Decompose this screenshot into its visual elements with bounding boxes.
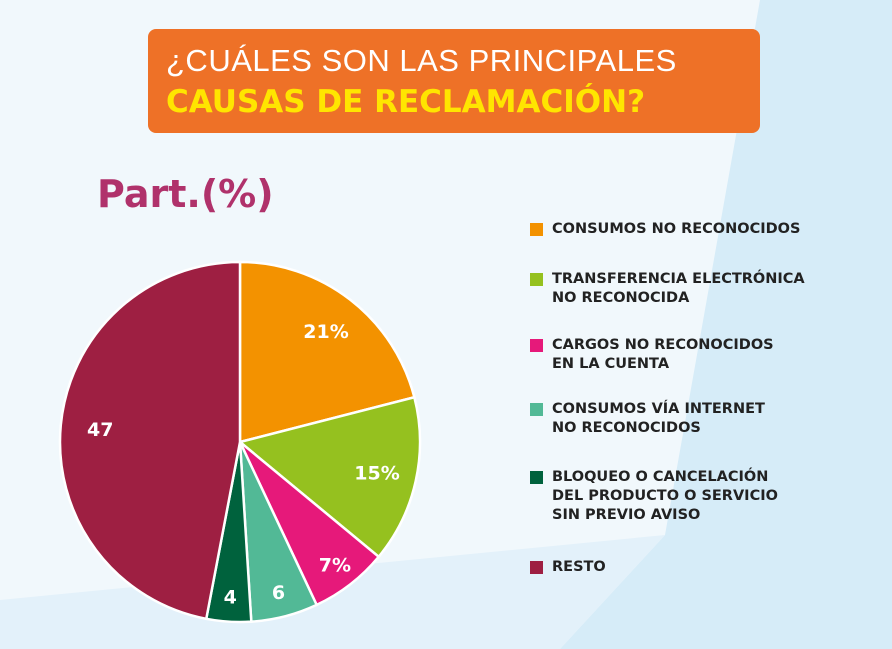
legend-label: BLOQUEO O CANCELACIÓN <box>552 469 769 485</box>
legend-swatch <box>530 403 543 416</box>
data-label: 7% <box>319 554 351 576</box>
legend-item: BLOQUEO O CANCELACIÓN DEL PRODUCTO O SERV… <box>530 468 852 525</box>
legend-swatch <box>530 273 543 286</box>
legend-item: RESTO <box>530 558 852 577</box>
legend-label: TRANSFERENCIA ELECTRÓNICA <box>552 271 805 287</box>
legend-item: TRANSFERENCIA ELECTRÓNICA NO RECONOCIDA <box>530 270 852 308</box>
pie-slice <box>238 260 416 444</box>
title-line2: CAUSAS DE RECLAMACIÓN? <box>166 84 646 120</box>
legend-label: DEL PRODUCTO O SERVICIO <box>552 488 778 504</box>
title-line1: ¿CUÁLES SON LAS PRINCIPALES <box>166 43 677 78</box>
data-label: 47 <box>87 419 113 441</box>
chart-title: Part.(%) <box>97 172 274 216</box>
legend-label: CONSUMOS NO RECONOCIDOS <box>552 221 801 237</box>
legend-label: EN LA CUENTA <box>552 356 670 372</box>
legend-label: SIN PREVIO AVISO <box>552 507 701 523</box>
legend-item: CONSUMOS NO RECONOCIDOS <box>530 220 852 239</box>
legend-label: CONSUMOS VÍA INTERNET <box>552 401 765 417</box>
pie-slice <box>237 395 422 559</box>
pie-slice <box>58 260 242 621</box>
legend-label: NO RECONOCIDOS <box>552 420 701 436</box>
data-label: 4 <box>224 586 237 608</box>
legend-label: CARGOS NO RECONOCIDOS <box>552 337 774 353</box>
legend-item: CONSUMOS VÍA INTERNET NO RECONOCIDOS <box>530 400 852 438</box>
legend-label: NO RECONOCIDA <box>552 290 690 306</box>
legend-swatch <box>530 471 543 484</box>
legend-label: RESTO <box>552 559 606 575</box>
legend-swatch <box>530 561 543 574</box>
title-banner: ¿CUÁLES SON LAS PRINCIPALES CAUSAS DE RE… <box>148 29 760 133</box>
legend-swatch <box>530 339 543 352</box>
data-label: 6 <box>272 582 285 604</box>
legend-swatch <box>530 223 543 236</box>
legend-item: CARGOS NO RECONOCIDOS EN LA CUENTA <box>530 336 852 374</box>
data-label: 21% <box>303 321 348 343</box>
data-label: 15% <box>354 463 399 485</box>
